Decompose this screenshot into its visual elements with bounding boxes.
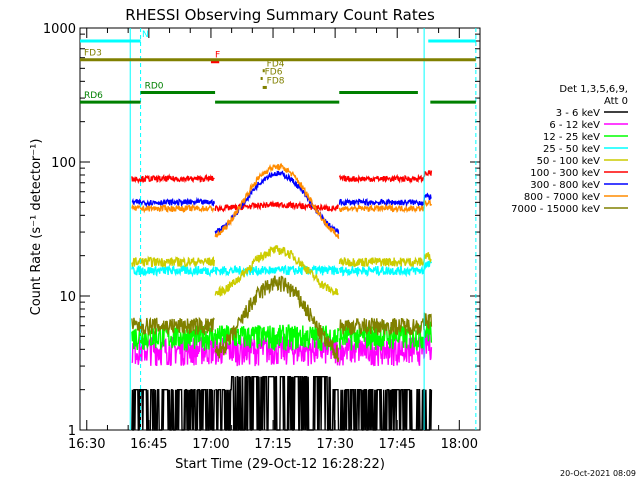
- interval-label-fd6: FD6: [265, 67, 283, 77]
- interval-label-fd4: FD4: [267, 60, 285, 70]
- interval-label-fd8: FD8: [267, 76, 285, 86]
- x-tick-label: 16:45: [130, 437, 167, 452]
- legend-label: 6 - 12 keV: [549, 120, 600, 131]
- timestamp: 20-Oct-2021 08:09: [560, 469, 636, 478]
- legend-label: 25 - 50 keV: [543, 144, 600, 155]
- y-tick-label: 1: [68, 424, 76, 439]
- interval-label-rd6: RD6: [84, 91, 103, 101]
- series-lines: [129, 28, 477, 431]
- legend-label: 7000 - 15000 keV: [511, 204, 600, 215]
- x-tick-label: 17:00: [192, 437, 229, 452]
- y-axis-ticks: 1 10 100 1000: [43, 22, 480, 439]
- legend-header: Att 0: [604, 96, 628, 107]
- legend-label: 50 - 100 keV: [537, 156, 601, 167]
- interval-label-rd0: RD0: [145, 82, 164, 92]
- y-axis-label: Count Rate (s⁻¹ detector⁻¹): [29, 139, 44, 316]
- legend-label: 12 - 25 keV: [543, 132, 600, 143]
- series-100-300-kev: [131, 169, 433, 213]
- series-7000-15000-kev: [131, 275, 433, 363]
- x-tick-label: 18:00: [441, 437, 478, 452]
- legend-label: 100 - 300 keV: [530, 168, 600, 179]
- x-tick-label: 17:45: [378, 437, 415, 452]
- legend-label: 300 - 800 keV: [530, 180, 600, 191]
- plot-frame: [79, 27, 481, 431]
- plot-border: [79, 27, 481, 431]
- x-axis-ticks: 16:30 16:45 17:00 17:15 17:30 17:45 18:00: [68, 28, 481, 452]
- x-axis-label: Start Time (29-Oct-12 16:28:22): [175, 457, 385, 472]
- legend-header: Det 1,3,5,6,9,: [559, 84, 628, 95]
- x-tick-label: 16:30: [68, 437, 105, 452]
- x-tick-label: 17:15: [254, 437, 291, 452]
- y-tick-label: 100: [51, 156, 76, 171]
- interval-label-fd3: FD3: [84, 49, 102, 59]
- y-tick-label: 1000: [43, 22, 76, 37]
- legend-label: 3 - 6 keV: [556, 108, 600, 119]
- series-800-7000-kev: [131, 162, 433, 239]
- series-50-100-kev: [131, 245, 432, 297]
- legend-label: 800 - 7000 keV: [524, 192, 600, 203]
- chart-title: RHESSI Observing Summary Count Rates: [125, 6, 435, 24]
- series-25-50-kev: [131, 259, 433, 278]
- interval-label-f: F: [215, 51, 220, 61]
- series-3-6-kev: [131, 376, 433, 431]
- y-tick-label: 10: [59, 290, 76, 305]
- interval-label-n: N: [142, 30, 149, 40]
- x-tick-label: 17:30: [316, 437, 353, 452]
